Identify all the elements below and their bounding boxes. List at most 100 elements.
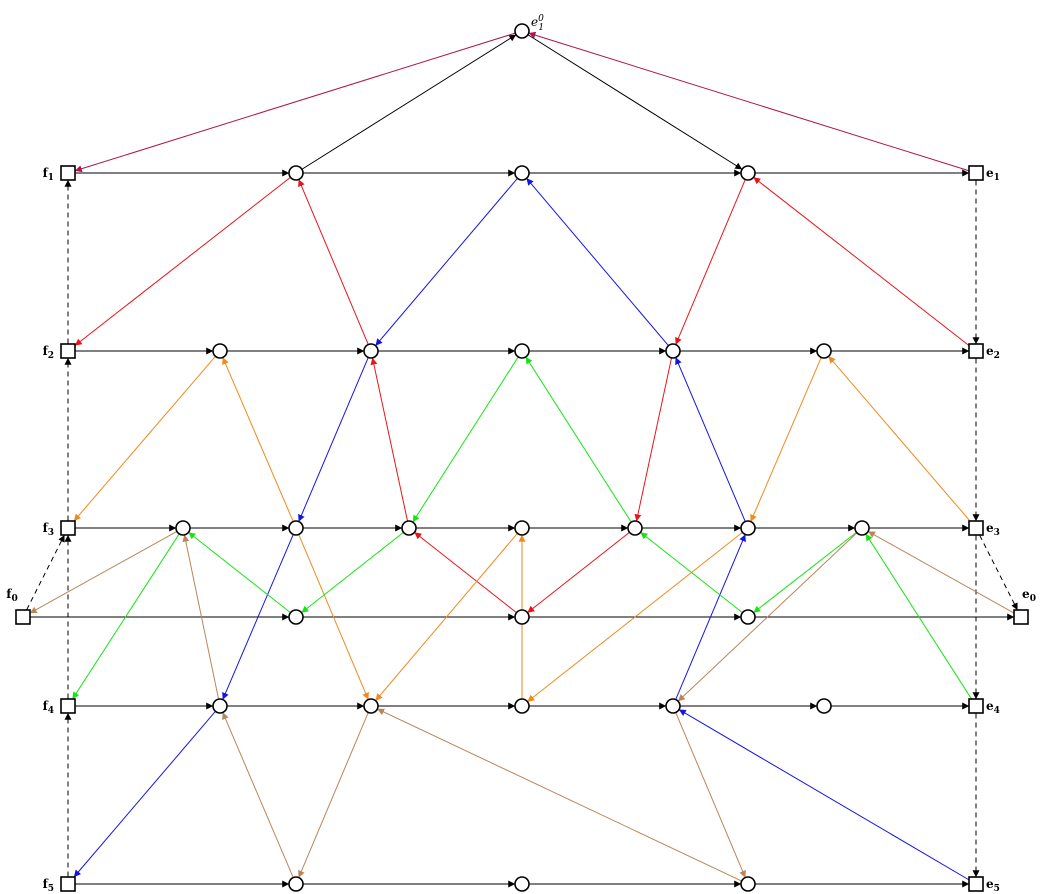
edge-n3b-n4b (298, 534, 369, 700)
node-n2b (363, 343, 379, 359)
edge-e3-e0 (979, 535, 1018, 611)
edge-n2d-n3e (634, 358, 672, 522)
edge-n2d-n1b (526, 178, 669, 346)
edge-n1c-n2d (675, 179, 746, 345)
edge-n2b-n1a (298, 179, 369, 345)
edge-n1b-n2b (375, 178, 518, 346)
node-e0 (1013, 609, 1029, 625)
edge-n4a-n3a (182, 534, 219, 699)
edge-e2-n1c (753, 177, 969, 346)
node-n3c (401, 520, 417, 536)
edge-n3f-n2d (675, 357, 746, 522)
node-n0c (740, 609, 756, 625)
edge-n3c-n2b (370, 357, 408, 521)
edge-n2b-n3b (298, 357, 369, 522)
edge-n3e-n0b (527, 532, 630, 613)
node-n3g (854, 520, 870, 536)
node-n1c (740, 165, 756, 181)
edges-layer (26, 31, 1018, 888)
node-n1a (288, 165, 304, 181)
edge-n4d-n3f (675, 534, 746, 700)
node-n3d (514, 520, 530, 536)
node-n3e (627, 520, 643, 536)
edge-n2e-n3f (750, 357, 822, 522)
label-e5: e5 (986, 877, 1000, 894)
edge-n2c-n3c (412, 357, 519, 523)
label-f4: f4 (43, 699, 54, 716)
node-n1b (514, 165, 530, 181)
node-f2 (60, 343, 76, 359)
edge-n3g-n4d (677, 532, 857, 702)
node-n2d (665, 343, 681, 359)
edge-n4a-f5 (73, 711, 216, 878)
edge-n0c-n3e (640, 532, 743, 613)
label-e0: e0 (1022, 587, 1036, 604)
edge-n3c-n0a (301, 532, 404, 613)
label-f5: f5 (43, 877, 54, 894)
label-f2: f2 (43, 344, 54, 361)
node-n2c (514, 343, 530, 359)
node-f4 (60, 698, 76, 714)
node-f0 (15, 609, 31, 625)
edge-n3g-n0c (753, 532, 857, 613)
edge-n3b-n2a (222, 357, 294, 522)
label-e4: e4 (986, 699, 1000, 716)
edge-e5-n4d (678, 709, 969, 881)
edge-n5a-n4a (222, 712, 294, 878)
node-n4d (665, 698, 681, 714)
node-n5b (514, 876, 530, 892)
label-e3: e3 (986, 521, 1000, 538)
edge-n3a-f4 (72, 534, 180, 700)
edge-n4b-n5a (298, 712, 369, 878)
labels-layer: e0 1 f1 e1 f2 e2 f3 e3 f0 e0 f4 e4 f5 e5 (6, 14, 1036, 894)
node-n0b (514, 609, 530, 625)
edge-n2a-f3 (73, 356, 216, 522)
edge-n3f-n4c (527, 532, 743, 702)
node-n3f (740, 520, 756, 536)
node-n4b (363, 698, 379, 714)
label-e1: e1 (986, 166, 1000, 183)
node-n0a (288, 609, 304, 625)
label-e2: e2 (986, 344, 1000, 361)
edge-n0b-n3c (414, 532, 517, 613)
edge-n1a-e10 (302, 34, 517, 170)
node-n4a (212, 698, 228, 714)
nodes-layer (15, 23, 1029, 892)
node-n5c (740, 876, 756, 892)
node-f3 (60, 520, 76, 536)
edge-n3b-n4a (222, 534, 294, 700)
node-e3 (968, 520, 984, 536)
label-f3: f3 (43, 521, 54, 538)
edge-e4-n3g (865, 533, 972, 699)
edge-e1-e10 (528, 31, 969, 172)
edge-n0a-n3a (188, 532, 291, 613)
edge-n4d-n5c (675, 712, 746, 878)
edge-e3-n2e (828, 356, 971, 521)
node-n2e (816, 343, 832, 359)
label-e10: e0 1 (531, 14, 544, 33)
node-n3a (175, 520, 191, 536)
edge-f0-f3 (26, 534, 65, 610)
edge-e10-n1c (528, 34, 743, 170)
edge-n3e-n2c (525, 356, 632, 522)
edge-n3a-f0 (29, 531, 177, 614)
edge-e0-n3g (867, 531, 1014, 614)
node-n4e (816, 698, 832, 714)
node-e10 (514, 23, 530, 39)
edge-e10-f1 (74, 32, 515, 173)
node-e4 (968, 698, 984, 714)
edge-n3d-n4b (375, 533, 518, 701)
label-f1: f1 (43, 166, 54, 183)
node-f1 (60, 165, 76, 181)
node-n2a (212, 343, 228, 359)
node-n3b (288, 520, 304, 536)
edge-n5c-n4b (377, 708, 742, 882)
node-e5 (968, 876, 984, 892)
label-f0: f0 (6, 587, 17, 604)
node-f5 (60, 876, 76, 892)
node-n4c (514, 698, 530, 714)
edge-n1a-f2 (74, 177, 291, 346)
node-n5a (288, 876, 304, 892)
node-e1 (968, 165, 984, 181)
